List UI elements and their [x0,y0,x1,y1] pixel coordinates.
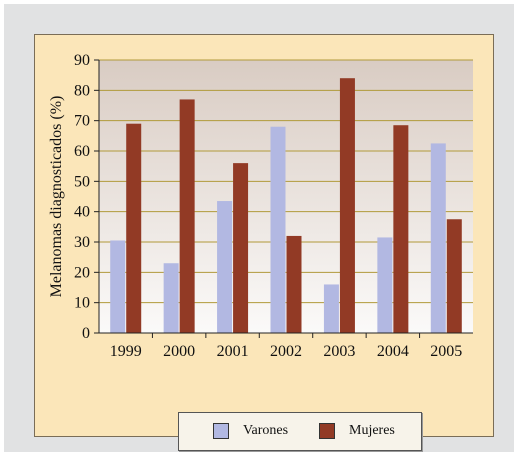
bar-mujeres-1999 [126,123,142,333]
bar-mujeres-2005 [446,219,462,333]
bar-varones-2004 [377,237,393,333]
bars [110,78,462,333]
y-tick-label: 30 [74,234,90,251]
y-tick-label: 10 [74,295,90,312]
legend-item-varones: Varones [213,423,288,439]
bar-varones-2001 [217,201,233,333]
y-tick-label: 90 [74,52,90,69]
bar-varones-2002 [270,126,286,333]
bar-mujeres-2003 [339,78,355,333]
gridlines [99,59,473,304]
bar-varones-1999 [110,240,126,333]
plot-area [99,60,473,333]
x-tick-label: 2001 [217,343,249,360]
x-tick-label: 2000 [163,343,195,360]
bar-mujeres-2002 [286,235,302,333]
x-tick-label: 2002 [270,343,302,360]
legend-swatch-mujeres [319,423,335,439]
bar-chart: 0 10 20 30 40 50 60 70 80 90 1999 2000 2001 2002 2003 2… [48,52,473,360]
legend-swatch-varones [213,423,229,439]
legend: Varones Mujeres [178,412,422,451]
y-tick-label: 40 [74,204,90,221]
y-axis-title: Melanomas diagnosticados (%) [48,96,65,298]
bar-mujeres-2004 [393,125,409,333]
x-tick-label: 1999 [110,343,142,360]
x-tick-label: 2003 [323,343,355,360]
legend-label-mujeres: Mujeres [349,423,395,438]
y-tick-label: 60 [74,143,90,160]
legend-item-mujeres: Mujeres [319,423,395,439]
y-tick-label: 70 [74,113,90,130]
bar-mujeres-2001 [233,163,249,333]
y-tick-label: 20 [74,264,90,281]
bar-varones-2003 [323,284,339,333]
chart-card: 0 10 20 30 40 50 60 70 80 90 1999 2000 2001 2002 2003 2… [34,34,494,451]
y-tick-label: 0 [82,325,90,342]
y-tick-label: 50 [74,173,90,190]
y-tick-label: 80 [74,82,90,99]
legend-label-varones: Varones [243,423,289,438]
x-tick-label: 2005 [430,343,462,360]
bar-mujeres-2000 [179,99,195,333]
axes: 0 10 20 30 40 50 60 70 80 90 1999 2000 2001 2002 2003 2… [74,52,473,360]
figure-frame: 0 10 20 30 40 50 60 70 80 90 1999 2000 2001 2002 2003 2… [4,4,514,452]
bar-varones-2005 [430,143,446,333]
bar-varones-2000 [163,263,179,333]
x-tick-label: 2004 [377,343,409,360]
